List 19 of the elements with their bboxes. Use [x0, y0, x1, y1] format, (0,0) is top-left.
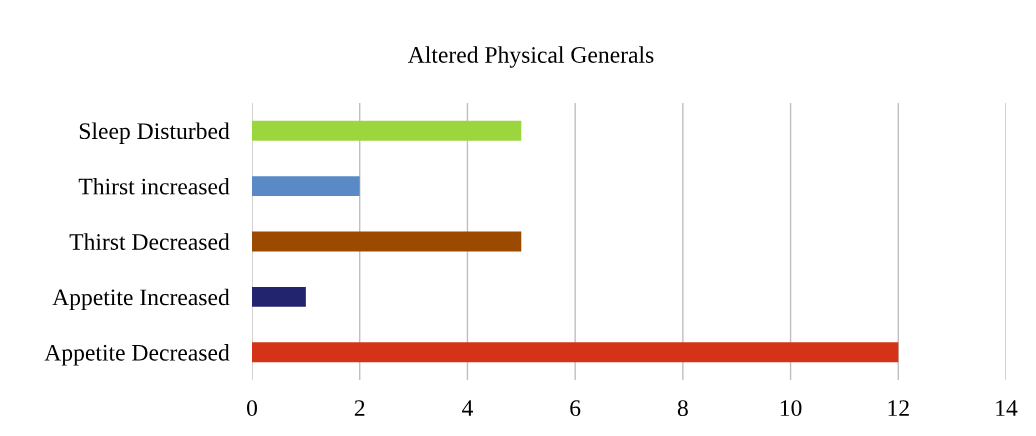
- y-tick-label: Appetite Increased: [52, 288, 230, 311]
- x-tick-label: 14: [996, 400, 1018, 416]
- x-tick-label: 0: [247, 400, 257, 417]
- bar: [252, 176, 360, 197]
- x-tick-label: 4: [461, 400, 473, 416]
- x-tick-label: 10: [780, 400, 802, 417]
- y-tick-label: Thirst Decreased: [69, 233, 230, 250]
- x-tick-label: 2: [354, 400, 365, 416]
- bar: [252, 342, 899, 363]
- y-tick-label: Sleep Disturbed: [79, 122, 230, 144]
- y-tick-label: Appetite Decreased: [44, 344, 230, 366]
- chart-title: Altered Physical Generals: [407, 46, 654, 68]
- bar: [252, 286, 306, 307]
- x-tick-label: 12: [888, 400, 909, 416]
- x-tick-label: 6: [570, 400, 581, 417]
- bar: [252, 120, 522, 141]
- bar: [252, 231, 522, 252]
- x-tick-label: 8: [677, 400, 688, 417]
- y-tick-label: Thirst increased: [78, 177, 230, 195]
